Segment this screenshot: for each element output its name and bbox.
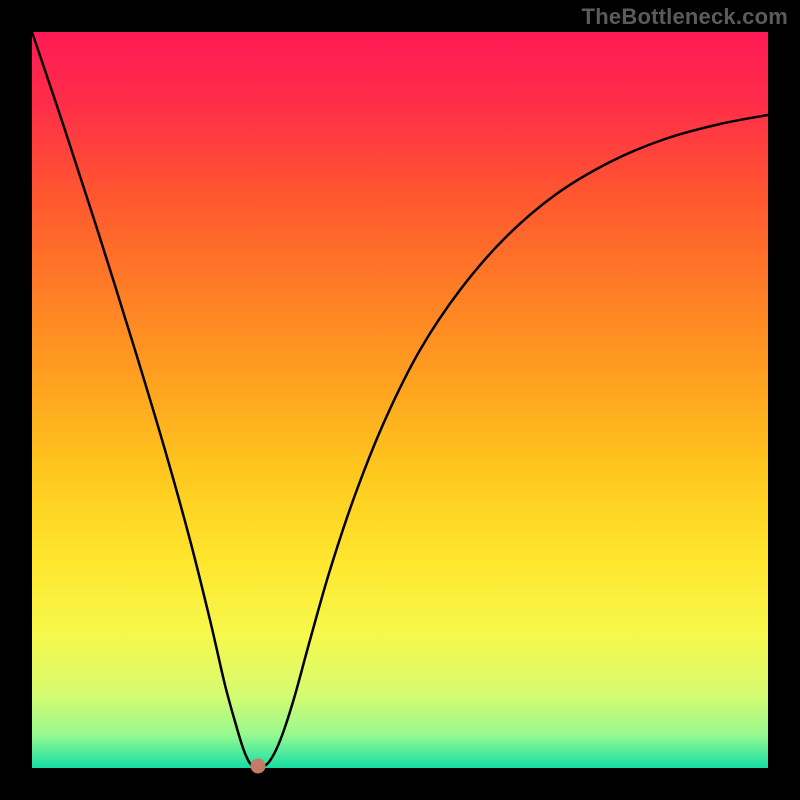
chart-container: TheBottleneck.com [0, 0, 800, 800]
minimum-bottleneck-dot [251, 759, 266, 774]
chart-svg [0, 0, 800, 800]
watermark-text: TheBottleneck.com [582, 4, 788, 30]
